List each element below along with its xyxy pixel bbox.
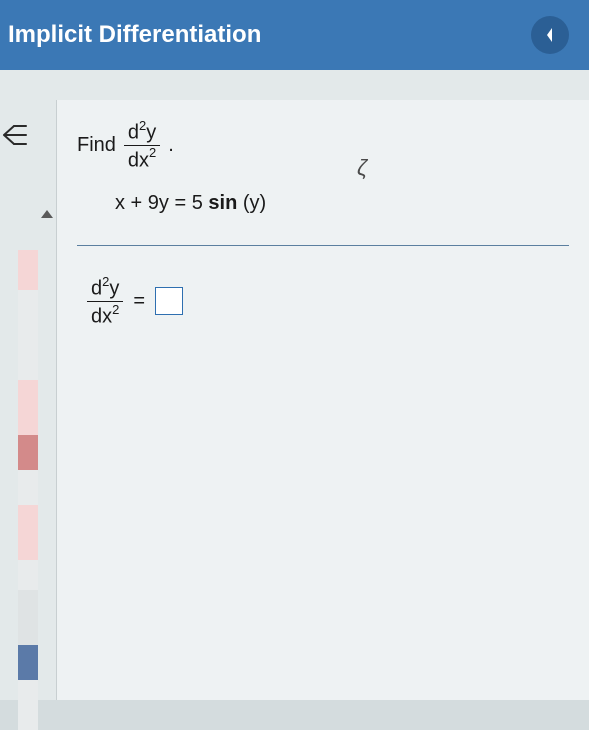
given-equation: x + 9y = 5 sin (y)	[115, 192, 569, 215]
problem-prompt: Find d2y dx2 .	[77, 120, 569, 170]
answer-denominator: dx2	[87, 302, 123, 327]
work-panel: Find d2y dx2 . ζ x + 9y = 5 sin (y)	[56, 100, 589, 700]
section-divider	[77, 245, 569, 246]
page-header: Implicit Differentiation	[0, 0, 589, 70]
strip-segment	[18, 645, 38, 680]
answer-lhs-fraction: d2y dx2	[87, 276, 123, 326]
left-rail	[0, 100, 40, 700]
period: .	[168, 134, 174, 157]
strip-segment	[18, 470, 38, 505]
strip-segment	[18, 680, 38, 730]
answer-row: d2y dx2 =	[87, 276, 569, 326]
problem-block: Find d2y dx2 . ζ x + 9y = 5 sin (y)	[57, 100, 589, 337]
answer-input-box[interactable]	[155, 287, 183, 315]
strip-segment	[18, 590, 38, 645]
strip-segment	[18, 290, 38, 380]
fraction-numerator: d2y	[124, 120, 160, 146]
strip-segment	[18, 560, 38, 590]
page-title: Implicit Differentiation	[8, 21, 261, 49]
answer-numerator: d2y	[87, 276, 123, 302]
strip-segment	[18, 380, 38, 435]
stray-mark: ζ	[357, 155, 367, 181]
back-button[interactable]	[531, 16, 569, 54]
fraction-denominator: dx2	[124, 146, 160, 171]
scroll-up-button[interactable]	[38, 205, 56, 223]
strip-segment	[18, 250, 38, 290]
second-derivative-fraction: d2y dx2	[124, 120, 160, 170]
content-area: Find d2y dx2 . ζ x + 9y = 5 sin (y)	[0, 70, 589, 700]
strip-segment	[18, 435, 38, 470]
equals-sign: =	[133, 290, 145, 313]
strip-segment	[18, 505, 38, 560]
triangle-up-icon	[40, 209, 54, 219]
progress-color-strip	[18, 250, 38, 700]
chevron-left-icon	[544, 27, 556, 43]
prompt-word: Find	[77, 134, 116, 157]
